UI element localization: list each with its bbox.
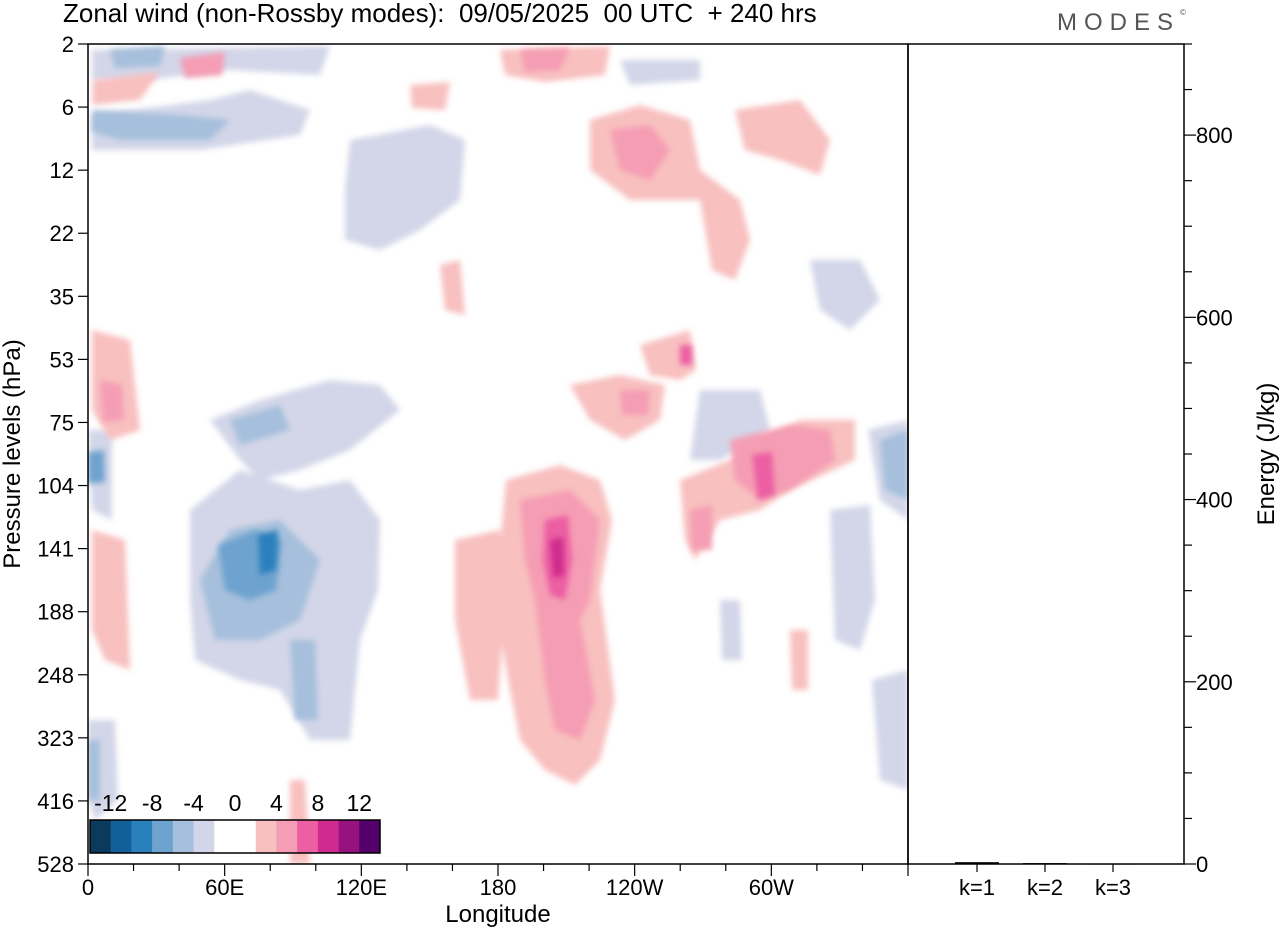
y-tick-label: 188 bbox=[37, 600, 74, 625]
energy-panel-frame bbox=[907, 43, 1185, 865]
colorbar-label: 8 bbox=[311, 790, 324, 816]
energy-axis: 0 200 400 600 800 bbox=[1184, 43, 1233, 877]
colorbar-swatch bbox=[214, 820, 236, 853]
colorbar-label: -8 bbox=[142, 790, 162, 816]
colorbar-label: 4 bbox=[270, 790, 283, 816]
colorbar-label: 12 bbox=[346, 790, 372, 816]
colorbar: -12 -8 -4 0 4 8 12 bbox=[89, 790, 381, 854]
energy-bar bbox=[955, 862, 999, 864]
y-tick-label: 53 bbox=[50, 347, 74, 372]
y-tick-label: 12 bbox=[50, 158, 74, 183]
colorbar-swatch bbox=[110, 820, 132, 853]
colorbar-swatch bbox=[90, 820, 112, 853]
x-tick-label: 0 bbox=[82, 875, 94, 900]
colorbar-swatch bbox=[297, 820, 319, 853]
colorbar-swatch bbox=[235, 820, 257, 853]
colorbar-swatch bbox=[152, 820, 174, 853]
x-tick-label: 120E bbox=[336, 875, 387, 900]
x-tick-label: 60E bbox=[205, 875, 244, 900]
energy-category-label: k=1 bbox=[959, 875, 995, 900]
energy-tick-label: 200 bbox=[1196, 670, 1233, 695]
energy-bars: k=1 k=2 k=3 bbox=[955, 862, 1135, 900]
x-tick-label: 180 bbox=[480, 875, 517, 900]
chart-title: Zonal wind (non-Rossby modes): 09/05/202… bbox=[63, 0, 817, 28]
energy-bar bbox=[1023, 863, 1067, 865]
y-tick-label: 141 bbox=[37, 537, 74, 562]
y-tick-label: 104 bbox=[37, 474, 74, 499]
colorbar-label: -12 bbox=[94, 790, 127, 816]
heatmap-field bbox=[88, 46, 908, 864]
colorbar-frame bbox=[89, 819, 381, 854]
colorbar-label: -4 bbox=[183, 790, 204, 816]
y-axis-label: Pressure levels (hPa) bbox=[0, 339, 26, 568]
x-tick-label: 120W bbox=[606, 875, 664, 900]
colorbar-swatch bbox=[276, 820, 298, 853]
energy-axis-label: Energy (J/kg) bbox=[1253, 383, 1280, 526]
energy-tick-label: 400 bbox=[1196, 488, 1233, 513]
energy-tick-label: 800 bbox=[1196, 123, 1233, 148]
x-tick-label: 60W bbox=[749, 875, 794, 900]
colorbar-swatch bbox=[193, 820, 215, 853]
energy-category-label: k=2 bbox=[1027, 875, 1063, 900]
x-axis-label: Longitude bbox=[445, 901, 550, 928]
colorbar-label: 0 bbox=[229, 790, 242, 816]
colorbar-swatch bbox=[131, 820, 153, 853]
modes-logo: MODES© bbox=[1057, 8, 1186, 36]
colorbar-swatch bbox=[338, 820, 360, 853]
energy-tick-label: 600 bbox=[1196, 305, 1233, 330]
y-tick-label: 528 bbox=[37, 852, 74, 877]
y-tick-label: 323 bbox=[37, 726, 74, 751]
y-tick-label: 6 bbox=[62, 95, 74, 120]
colorbar-swatch bbox=[317, 820, 339, 853]
y-tick-label: 35 bbox=[50, 284, 74, 309]
colorbar-swatch bbox=[255, 820, 277, 853]
y-tick-label: 248 bbox=[37, 663, 74, 688]
y-axis: 2 6 12 22 35 53 75 104 141 188 248 323 416 528 bbox=[37, 32, 88, 877]
y-tick-label: 22 bbox=[50, 221, 74, 246]
colorbar-swatch bbox=[359, 820, 381, 853]
y-tick-label: 75 bbox=[50, 410, 74, 435]
energy-tick-label: 0 bbox=[1196, 852, 1208, 877]
y-tick-label: 2 bbox=[62, 32, 74, 57]
y-tick-label: 416 bbox=[37, 789, 74, 814]
energy-category-label: k=3 bbox=[1095, 875, 1131, 900]
colorbar-swatch bbox=[172, 820, 194, 853]
x-axis: 0 60E 120E 180 120W 60W bbox=[82, 864, 909, 900]
